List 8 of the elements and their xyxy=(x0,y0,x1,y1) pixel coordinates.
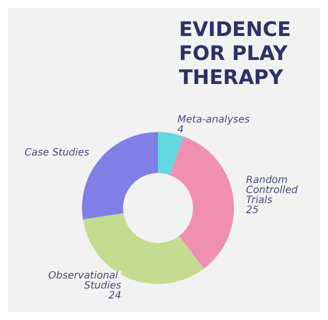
chart-title: EVIDENCE FOR PLAY THERAPY xyxy=(179,17,298,89)
data-label: 24 xyxy=(108,290,122,302)
slice-label: Random Controlled Trials xyxy=(246,174,301,206)
slice-label: Meta-analyses xyxy=(177,114,250,126)
slice-label: Case Studies xyxy=(24,148,90,159)
data-label: 4 xyxy=(177,124,184,136)
data-label: 25 xyxy=(246,204,259,216)
slice-label: Observational Studies xyxy=(48,270,122,292)
